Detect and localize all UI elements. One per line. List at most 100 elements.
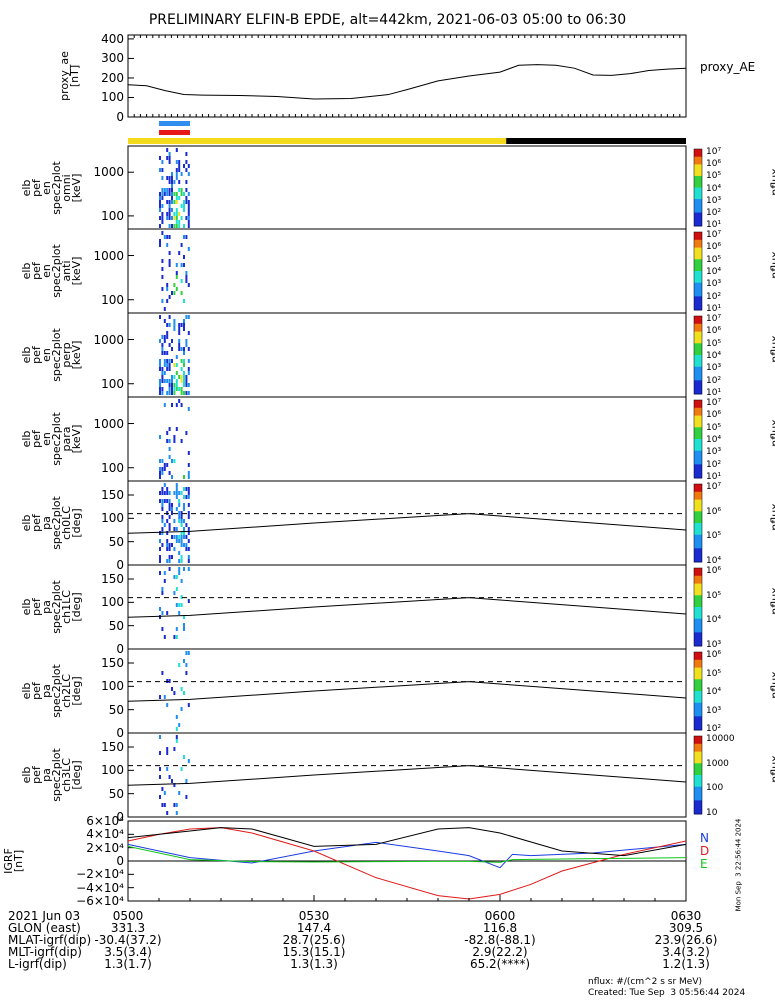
colorbar-tick-label: 10⁴ bbox=[706, 687, 722, 697]
data-cell bbox=[173, 323, 176, 327]
colorbar-pa_ch2 bbox=[693, 651, 703, 731]
data-cell bbox=[159, 383, 161, 387]
data-cell bbox=[168, 224, 171, 228]
data-cell bbox=[183, 263, 185, 267]
colorbar-cell bbox=[694, 499, 702, 503]
colorbar-cell bbox=[694, 710, 702, 713]
data-cell bbox=[183, 299, 185, 303]
data-cell bbox=[168, 499, 171, 503]
data-cell bbox=[166, 463, 169, 467]
data-cell bbox=[161, 371, 164, 375]
data-cell bbox=[187, 283, 190, 287]
colorbar-cell bbox=[694, 812, 702, 815]
data-cell bbox=[187, 383, 190, 387]
data-cell bbox=[161, 351, 164, 355]
panel-tick-label: 100 bbox=[101, 208, 124, 223]
data-cell bbox=[180, 379, 183, 383]
colorbar-cell bbox=[694, 497, 702, 501]
igrf-legend-N: N bbox=[700, 831, 709, 845]
colorbar-cell bbox=[694, 548, 702, 551]
colorbar-cell bbox=[694, 403, 702, 407]
colorbar-cell bbox=[694, 556, 702, 559]
data-cell bbox=[180, 323, 183, 327]
data-cell bbox=[163, 192, 166, 196]
colorbar-frame bbox=[693, 315, 703, 395]
colorbar-cell bbox=[694, 702, 702, 706]
colorbar-cell bbox=[694, 601, 702, 604]
data-cell bbox=[187, 527, 190, 531]
data-cell bbox=[163, 803, 166, 807]
colorbar-cell bbox=[694, 484, 702, 487]
colorbar-cell bbox=[694, 704, 702, 708]
panel-pa_ch1 bbox=[127, 564, 687, 650]
data-cell bbox=[159, 471, 161, 475]
data-cell bbox=[168, 471, 171, 475]
data-cell bbox=[175, 196, 178, 200]
colorbar-cell bbox=[694, 624, 702, 627]
data-cell bbox=[183, 531, 185, 535]
colorbar-cell bbox=[694, 296, 702, 299]
data-cell bbox=[163, 379, 166, 383]
colorbar-cell bbox=[694, 761, 702, 764]
panel-tick-label: 150 bbox=[101, 656, 124, 670]
data-cell bbox=[171, 172, 173, 176]
data-cell bbox=[173, 200, 176, 204]
data-cell bbox=[175, 220, 178, 224]
colorbar-cell bbox=[694, 212, 702, 215]
colorbar-cell bbox=[694, 456, 702, 459]
data-cell bbox=[185, 343, 188, 347]
colorbar-cell bbox=[694, 405, 702, 409]
colorbar-label: nflux bbox=[768, 335, 775, 363]
data-cell bbox=[180, 375, 183, 379]
data-cell bbox=[185, 535, 188, 539]
colorbar-cell bbox=[694, 442, 702, 446]
colorbar-cell bbox=[694, 628, 702, 631]
colorbar-cell bbox=[694, 798, 702, 801]
data-cell bbox=[180, 559, 183, 563]
data-cell bbox=[168, 259, 171, 263]
colorbar-cell bbox=[694, 530, 702, 534]
data-cell bbox=[159, 539, 161, 543]
colorbar-cell bbox=[694, 290, 702, 293]
colorbar-tick-label: 10¹ bbox=[706, 304, 722, 314]
colorbar-cell bbox=[694, 542, 702, 545]
colorbar-cell bbox=[694, 769, 702, 772]
data-cell bbox=[175, 160, 178, 164]
data-cell bbox=[163, 635, 166, 639]
data-cell bbox=[185, 543, 188, 547]
data-cell bbox=[183, 519, 185, 523]
colorbar-cell bbox=[694, 425, 702, 428]
data-cell bbox=[173, 387, 176, 391]
data-cell bbox=[161, 160, 164, 164]
data-cell bbox=[178, 611, 181, 615]
colorbar-cell bbox=[694, 784, 702, 788]
colorbar-cell bbox=[694, 470, 702, 473]
data-cell bbox=[180, 216, 183, 220]
data-cell bbox=[183, 375, 185, 379]
data-cell bbox=[180, 391, 183, 395]
data-cell bbox=[173, 439, 176, 443]
data-cell bbox=[166, 299, 169, 303]
igrf-tick-label: 2×10⁴ bbox=[86, 840, 124, 855]
data-cell bbox=[159, 387, 161, 391]
data-cell bbox=[163, 319, 166, 323]
colorbar-cell bbox=[694, 575, 702, 579]
data-cell bbox=[161, 275, 164, 279]
colorbar-cell bbox=[694, 272, 702, 276]
colorbar-cell bbox=[694, 534, 702, 538]
colorbar-cell bbox=[694, 683, 702, 686]
ae-tick-label: 200 bbox=[101, 70, 124, 85]
data-cell bbox=[159, 531, 161, 535]
colorbar-cell bbox=[694, 724, 702, 727]
data-cell bbox=[178, 519, 181, 523]
colorbar-tick-label: 10⁶ bbox=[706, 650, 722, 660]
colorbar-cell bbox=[694, 622, 702, 626]
data-cell bbox=[178, 180, 181, 184]
data-cell bbox=[180, 539, 183, 543]
colorbar-cell bbox=[694, 706, 702, 710]
data-cell bbox=[159, 559, 161, 563]
panel-tick-label: 100 bbox=[101, 595, 124, 610]
data-cell bbox=[173, 527, 176, 531]
footer-value: -82.8(-88.1) bbox=[464, 933, 536, 947]
data-cell bbox=[178, 220, 181, 224]
